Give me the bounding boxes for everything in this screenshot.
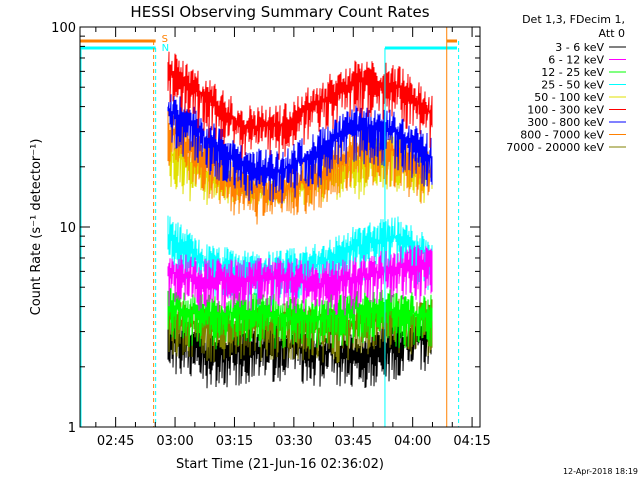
legend-label: 7000 - 20000 keV xyxy=(506,141,604,154)
series-line-8 xyxy=(167,108,433,225)
timestamp: 12-Apr-2018 18:19 xyxy=(563,467,638,476)
series-line-3 xyxy=(167,286,433,350)
legend-label: 6 - 12 keV xyxy=(548,54,604,67)
legend-label: 300 - 800 keV xyxy=(527,116,604,129)
chart-title: HESSI Observing Summary Count Rates xyxy=(130,3,429,21)
x-tick-label: 02:45 xyxy=(97,434,134,449)
legend-label: 50 - 100 keV xyxy=(534,91,604,104)
x-tick-label: 04:15 xyxy=(453,434,490,449)
axis-group: 1 10 100 02:45 03:00 03:15 03:30 03:45 04:00 04:1… xyxy=(51,21,491,449)
series-group xyxy=(167,51,433,389)
legend-label: 3 - 6 keV xyxy=(555,41,604,54)
flag-label-n: N xyxy=(162,43,169,54)
y-tick-label: 10 xyxy=(59,221,76,236)
legend-label: 800 - 7000 keV xyxy=(520,129,604,142)
y-tick-label: 100 xyxy=(51,21,76,36)
x-tick-label: 04:00 xyxy=(394,434,431,449)
x-tick-label: 03:15 xyxy=(216,434,253,449)
series-line-7 xyxy=(167,94,433,204)
legend-header-line-1: Det 1,3, FDecim 1, xyxy=(522,13,625,26)
legend-label: 25 - 50 keV xyxy=(541,79,604,92)
x-tick-label: 03:30 xyxy=(275,434,312,449)
x-tick-label: 03:45 xyxy=(335,434,372,449)
y-tick-label: 1 xyxy=(68,421,76,436)
series-line-6 xyxy=(167,51,433,160)
legend-label: 12 - 25 keV xyxy=(541,66,604,79)
x-axis-label: Start Time (21-Jun-16 02:36:02) xyxy=(176,457,384,472)
series-line-2 xyxy=(167,245,433,316)
overlay-group: SN xyxy=(80,27,460,427)
legend-label: 100 - 300 keV xyxy=(527,104,604,117)
legend-header-line-2: Att 0 xyxy=(599,27,625,40)
series-line-1 xyxy=(167,316,433,389)
y-axis-label: Count Rate (s⁻¹ detector⁻¹) xyxy=(29,139,44,316)
x-tick-label: 03:00 xyxy=(156,434,193,449)
flag-label-s: S xyxy=(162,34,168,45)
